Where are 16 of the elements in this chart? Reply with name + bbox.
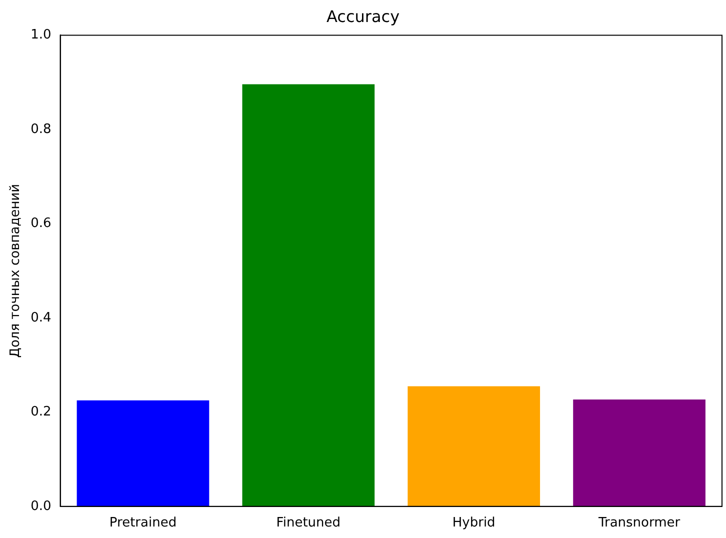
- y-tick-label: 0.8: [30, 122, 52, 137]
- y-tick-label: 1.0: [30, 28, 52, 43]
- x-tick-label: Hybrid: [452, 516, 496, 531]
- y-axis-title: Доля точных совпадений: [8, 184, 24, 358]
- bar: [408, 386, 540, 506]
- y-tick-label: 0.6: [30, 216, 52, 232]
- y-tick-label: 0.2: [30, 404, 52, 420]
- bar: [242, 84, 375, 506]
- bar: [76, 400, 210, 506]
- y-tick-label: 0.4: [30, 310, 52, 326]
- x-tick-label: Finetuned: [276, 516, 341, 531]
- x-tick-label: Transnormer: [597, 516, 681, 531]
- x-tick-label: Pretrained: [109, 516, 177, 531]
- bar: [573, 399, 706, 506]
- y-tick-label: 0.0: [30, 498, 52, 514]
- chart-title: Accuracy: [326, 6, 400, 26]
